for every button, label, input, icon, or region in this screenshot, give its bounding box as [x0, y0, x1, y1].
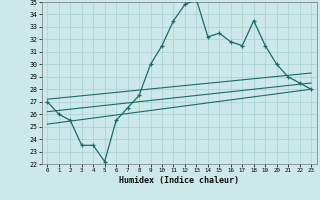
X-axis label: Humidex (Indice chaleur): Humidex (Indice chaleur) — [119, 176, 239, 185]
